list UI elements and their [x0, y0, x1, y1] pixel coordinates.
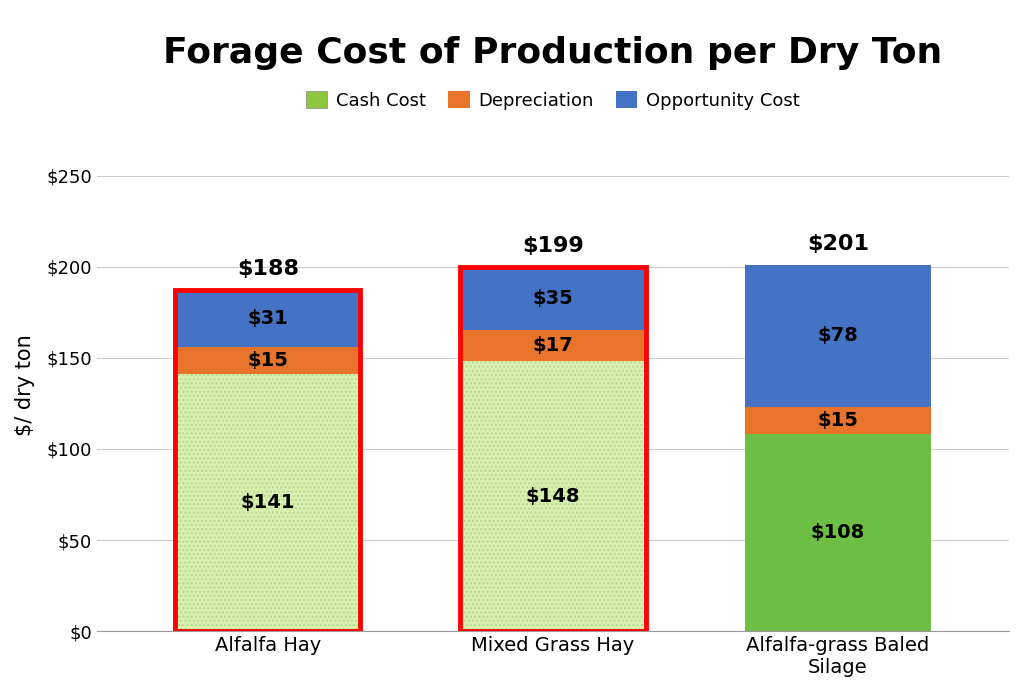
Bar [460, 331, 645, 361]
Text: $15: $15 [817, 411, 858, 430]
Y-axis label: $/ dry ton: $/ dry ton [15, 334, 35, 436]
Text: $201: $201 [807, 234, 869, 254]
Bar [175, 374, 360, 631]
Text: $35: $35 [532, 289, 573, 308]
Bar [460, 361, 645, 631]
Bar [460, 361, 645, 631]
Text: $199: $199 [522, 236, 584, 256]
Bar [460, 266, 645, 631]
Bar [175, 291, 360, 631]
Text: $108: $108 [811, 523, 865, 543]
Bar [745, 265, 931, 407]
Text: $31: $31 [248, 309, 288, 328]
Bar [175, 291, 360, 347]
Title: Forage Cost of Production per Dry Ton: Forage Cost of Production per Dry Ton [163, 36, 942, 70]
Bar [175, 347, 360, 374]
Bar [745, 407, 931, 435]
Bar [175, 374, 360, 631]
Bar [745, 435, 931, 631]
Text: $148: $148 [525, 486, 581, 506]
Text: $15: $15 [248, 351, 288, 370]
Legend: Cash Cost, Depreciation, Opportunity Cost: Cash Cost, Depreciation, Opportunity Cos… [298, 84, 807, 117]
Text: $188: $188 [237, 260, 299, 280]
Text: $141: $141 [241, 493, 295, 512]
Text: $78: $78 [817, 327, 858, 345]
Bar [460, 266, 645, 331]
Text: $17: $17 [532, 336, 573, 356]
